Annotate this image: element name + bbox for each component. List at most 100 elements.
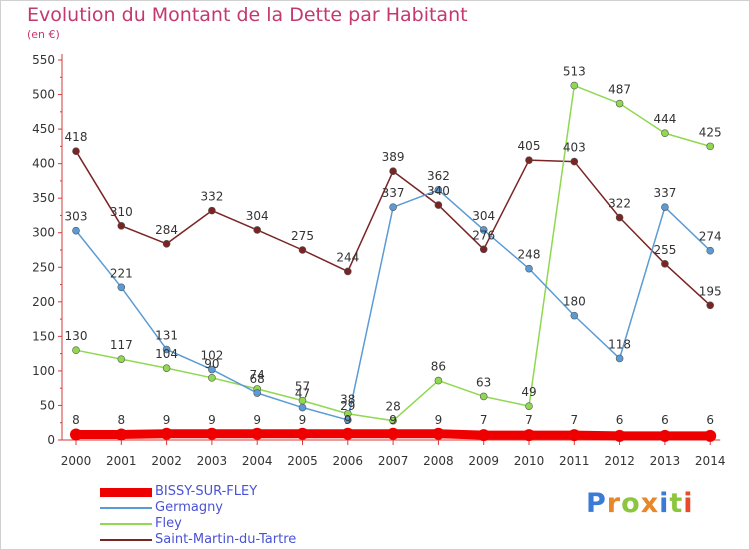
data-label: 28 (385, 400, 400, 414)
legend-label: Fley (155, 516, 182, 531)
data-point (479, 245, 488, 254)
data-point (477, 429, 490, 442)
data-point (208, 365, 216, 374)
x-tick-label: 2004 (242, 454, 273, 468)
data-label: 284 (155, 223, 178, 237)
data-point (661, 129, 669, 138)
data-label: 102 (200, 349, 223, 363)
data-label: 38 (340, 393, 355, 407)
x-tick-label: 2003 (197, 454, 228, 468)
data-label: 29 (340, 399, 355, 413)
data-point (706, 142, 715, 151)
data-label: 6 (661, 413, 669, 427)
data-point (434, 201, 443, 209)
data-label: 180 (563, 295, 586, 309)
chart-subtitle: (en €) (27, 28, 60, 41)
series-line-2 (75, 84, 711, 422)
legend-swatch (100, 488, 152, 497)
data-point (343, 416, 352, 424)
data-label: 444 (653, 112, 676, 126)
data-point (525, 156, 533, 164)
y-tick-label: 350 (32, 191, 55, 205)
data-point (162, 239, 171, 248)
y-tick-label: 550 (32, 53, 55, 67)
data-point (296, 427, 309, 440)
data-point (432, 427, 445, 440)
data-label: 9 (208, 413, 216, 427)
data-point (525, 264, 533, 273)
data-point (298, 403, 307, 412)
data-label: 195 (699, 284, 722, 298)
data-label: 340 (427, 184, 450, 198)
x-tick-label: 2006 (333, 454, 364, 468)
data-label: 322 (608, 197, 631, 211)
data-point (479, 226, 488, 234)
data-label: 131 (155, 328, 178, 342)
y-tick-label: 450 (32, 122, 55, 136)
data-label: 117 (110, 338, 133, 352)
x-tick-label: 2011 (559, 454, 590, 468)
y-tick-label: 50 (40, 398, 55, 412)
data-point (298, 246, 307, 254)
data-label: 8 (72, 413, 80, 427)
data-label: 7 (570, 413, 578, 427)
data-label: 6 (616, 413, 624, 427)
data-point (341, 427, 354, 440)
logo-letter: t (669, 488, 684, 519)
data-point (160, 427, 173, 440)
data-label: 337 (653, 186, 676, 200)
data-point (706, 301, 715, 310)
data-point (72, 346, 80, 354)
data-label: 403 (563, 141, 586, 155)
x-tick-label: 2008 (423, 454, 454, 468)
data-label: 9 (344, 413, 352, 427)
data-point (70, 428, 82, 441)
data-label: 9 (163, 413, 171, 427)
data-label: 244 (336, 250, 359, 264)
data-point (434, 376, 443, 385)
data-point (525, 402, 533, 410)
data-point (389, 416, 397, 425)
data-label: 276 (472, 228, 495, 242)
x-tick-label: 2012 (604, 454, 635, 468)
y-tick-label: 250 (32, 260, 55, 274)
data-label: 47 (295, 387, 310, 401)
data-point (253, 389, 262, 397)
data-label: 9 (253, 413, 261, 427)
data-point (253, 226, 262, 234)
data-labels: 8 8 9 9 9 9 9 9 9 7 7 7 6 6 63032211311026847293373623… (65, 65, 722, 427)
data-point (72, 147, 80, 155)
data-label: 405 (518, 139, 541, 153)
chart-title: Evolution du Montant de la Dette par Hab… (27, 4, 468, 26)
data-label: 68 (250, 372, 265, 386)
data-label: 304 (246, 209, 269, 223)
y-tick-label: 400 (32, 157, 55, 171)
data-point (615, 213, 624, 222)
data-point (117, 355, 126, 363)
data-point (208, 206, 216, 215)
data-label: 304 (472, 209, 495, 223)
legend-label: Germagny (155, 500, 224, 515)
y-tick-label: 150 (32, 329, 55, 343)
data-point (570, 157, 579, 166)
data-point (613, 429, 626, 442)
data-label: 9 (389, 413, 397, 427)
x-tick-label: 2013 (650, 454, 681, 468)
data-point (568, 429, 581, 442)
data-point (117, 283, 126, 292)
logo-letter: P (586, 488, 607, 519)
data-label: 90 (204, 357, 219, 371)
data-point (523, 429, 535, 442)
data-point (387, 427, 400, 440)
proxiti-logo: Proxiti (586, 488, 694, 519)
data-label: 104 (155, 347, 178, 361)
data-label: 274 (699, 230, 722, 244)
data-label: 7 (480, 413, 488, 427)
data-label: 221 (110, 266, 133, 280)
data-label: 9 (299, 413, 307, 427)
data-label: 487 (608, 83, 631, 97)
x-tick-label: 2000 (61, 454, 92, 468)
data-point (704, 429, 717, 442)
data-label: 74 (250, 368, 265, 382)
data-point (661, 203, 669, 211)
